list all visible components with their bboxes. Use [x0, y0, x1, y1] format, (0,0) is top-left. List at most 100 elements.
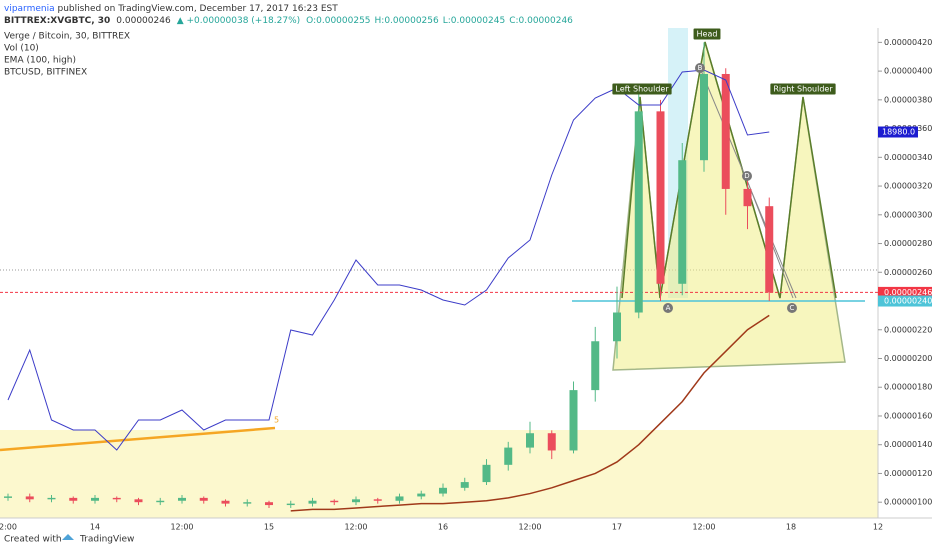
low: L:0.00000245 — [443, 16, 505, 26]
count-label: 5 — [274, 416, 279, 425]
pattern-label: Head — [697, 30, 718, 39]
candle-body — [569, 390, 578, 451]
x-tick-label: 18 — [786, 523, 796, 532]
candle-body — [156, 500, 165, 503]
candle-body — [4, 496, 12, 498]
legend-item: EMA (100, high) — [4, 56, 76, 66]
candle-body — [656, 111, 665, 284]
y-tick-label: 0.00000140 — [884, 440, 932, 449]
pattern-label-box — [612, 83, 672, 95]
candle-body — [352, 499, 360, 503]
legend-item: Vol (10) — [4, 44, 39, 54]
candle-body — [634, 111, 643, 313]
candle-body — [721, 73, 730, 189]
y-tick-label: 0.00000100 — [884, 498, 932, 507]
candle-body — [265, 502, 273, 506]
price-tag-label: 0.00000240 — [884, 297, 932, 306]
x-tick-label: 12:00 — [692, 523, 715, 532]
point-label: A — [666, 304, 671, 312]
y-tick-label: 0.00000220 — [884, 325, 932, 334]
x-tick-label: 12 — [873, 523, 883, 532]
y-tick-label: 0.00000180 — [884, 383, 932, 392]
symbol: BITTREX:XVGBTC, 30 — [4, 16, 110, 26]
point-marker — [742, 171, 752, 181]
candle-body — [504, 447, 513, 465]
candle-body — [221, 500, 230, 504]
pattern-label: Right Shoulder — [773, 85, 833, 94]
y-tick-label: 0.00000300 — [884, 210, 932, 219]
x-tick-label: 14 — [90, 523, 100, 532]
x-tick-label: 12:00 — [344, 523, 367, 532]
point-label: B — [698, 64, 703, 72]
open: O:0.00000255 — [306, 16, 370, 26]
candle-body — [199, 497, 208, 501]
point-label: C — [790, 304, 795, 312]
candle-body — [286, 503, 295, 506]
btcusd-line — [7, 69, 770, 451]
candle-body — [547, 433, 556, 451]
y-tick-label: 0.00000120 — [884, 469, 932, 478]
candle-body — [243, 502, 252, 504]
orange-trend — [0, 426, 276, 452]
author: viparmenia — [4, 4, 55, 14]
point-marker — [787, 303, 797, 313]
candle-body — [178, 497, 186, 501]
x-tick-label: 17 — [612, 523, 622, 532]
y-tick-label: 0.00000320 — [884, 182, 932, 191]
candle-body — [308, 500, 317, 504]
ema-line — [290, 314, 770, 512]
candle-body — [395, 496, 404, 501]
close: C:0.00000246 — [509, 16, 573, 26]
candle-body — [417, 493, 426, 497]
candle-body — [47, 497, 56, 500]
candle-body — [613, 312, 621, 342]
candle-body — [439, 487, 447, 494]
point-marker — [663, 303, 673, 313]
y-tick-label: 0.00000280 — [884, 239, 932, 248]
high: H:0.00000256 — [375, 16, 439, 26]
candle-body — [700, 73, 708, 161]
change: ▲ +0.00000038 (+18.27%) — [177, 16, 300, 26]
point-marker — [695, 63, 705, 73]
candle-body — [69, 497, 78, 501]
y-tick-label: 0.00000420 — [884, 38, 932, 47]
y-tick-label: 0.00000160 — [884, 411, 932, 420]
last: 0.00000246 — [116, 16, 171, 26]
y-tick-label: 0.00000200 — [884, 354, 932, 363]
y-tick-label: 0.00000380 — [884, 95, 932, 104]
footer-brand: TradingView — [79, 535, 134, 545]
y-tick-label: 0.00000400 — [884, 67, 932, 76]
candle-body — [460, 482, 469, 488]
y-tick-label: 0.00000260 — [884, 268, 932, 277]
candle-body — [482, 464, 491, 483]
pattern-outline — [621, 41, 837, 299]
x-tick-label: 2:00 — [0, 523, 17, 532]
price-tag-label: 0.00000246 — [884, 288, 932, 297]
x-tick-label: 12:00 — [518, 523, 541, 532]
legend-item: BTCUSD, BITFINEX — [4, 68, 87, 78]
x-tick-label: 12:00 — [170, 523, 193, 532]
candle-body — [91, 497, 99, 501]
x-tick-label: 16 — [438, 523, 448, 532]
logo — [62, 534, 74, 540]
candle-body — [678, 160, 687, 284]
pattern-label: Left Shoulder — [615, 85, 669, 94]
candle-body — [330, 500, 339, 503]
btc-tag-label: 18980.0 — [882, 128, 915, 137]
header: viparmenia published on TradingView.com,… — [4, 4, 338, 14]
pattern-label-box — [770, 83, 836, 95]
btc-tag — [878, 126, 918, 138]
candle-body — [25, 496, 34, 500]
point-label: D — [744, 172, 749, 180]
candle-body — [134, 499, 143, 503]
candle-body — [765, 206, 774, 293]
x-tick-label: 15 — [264, 523, 274, 532]
legend-item: Verge / Bitcoin, 30, BITTREX — [4, 32, 130, 42]
candle-body — [743, 188, 752, 207]
y-tick-label: 0.00000340 — [884, 153, 932, 162]
pattern-label-box — [693, 28, 721, 40]
price-tag — [878, 295, 932, 307]
candle-body — [112, 497, 121, 500]
candle-body — [591, 341, 600, 391]
